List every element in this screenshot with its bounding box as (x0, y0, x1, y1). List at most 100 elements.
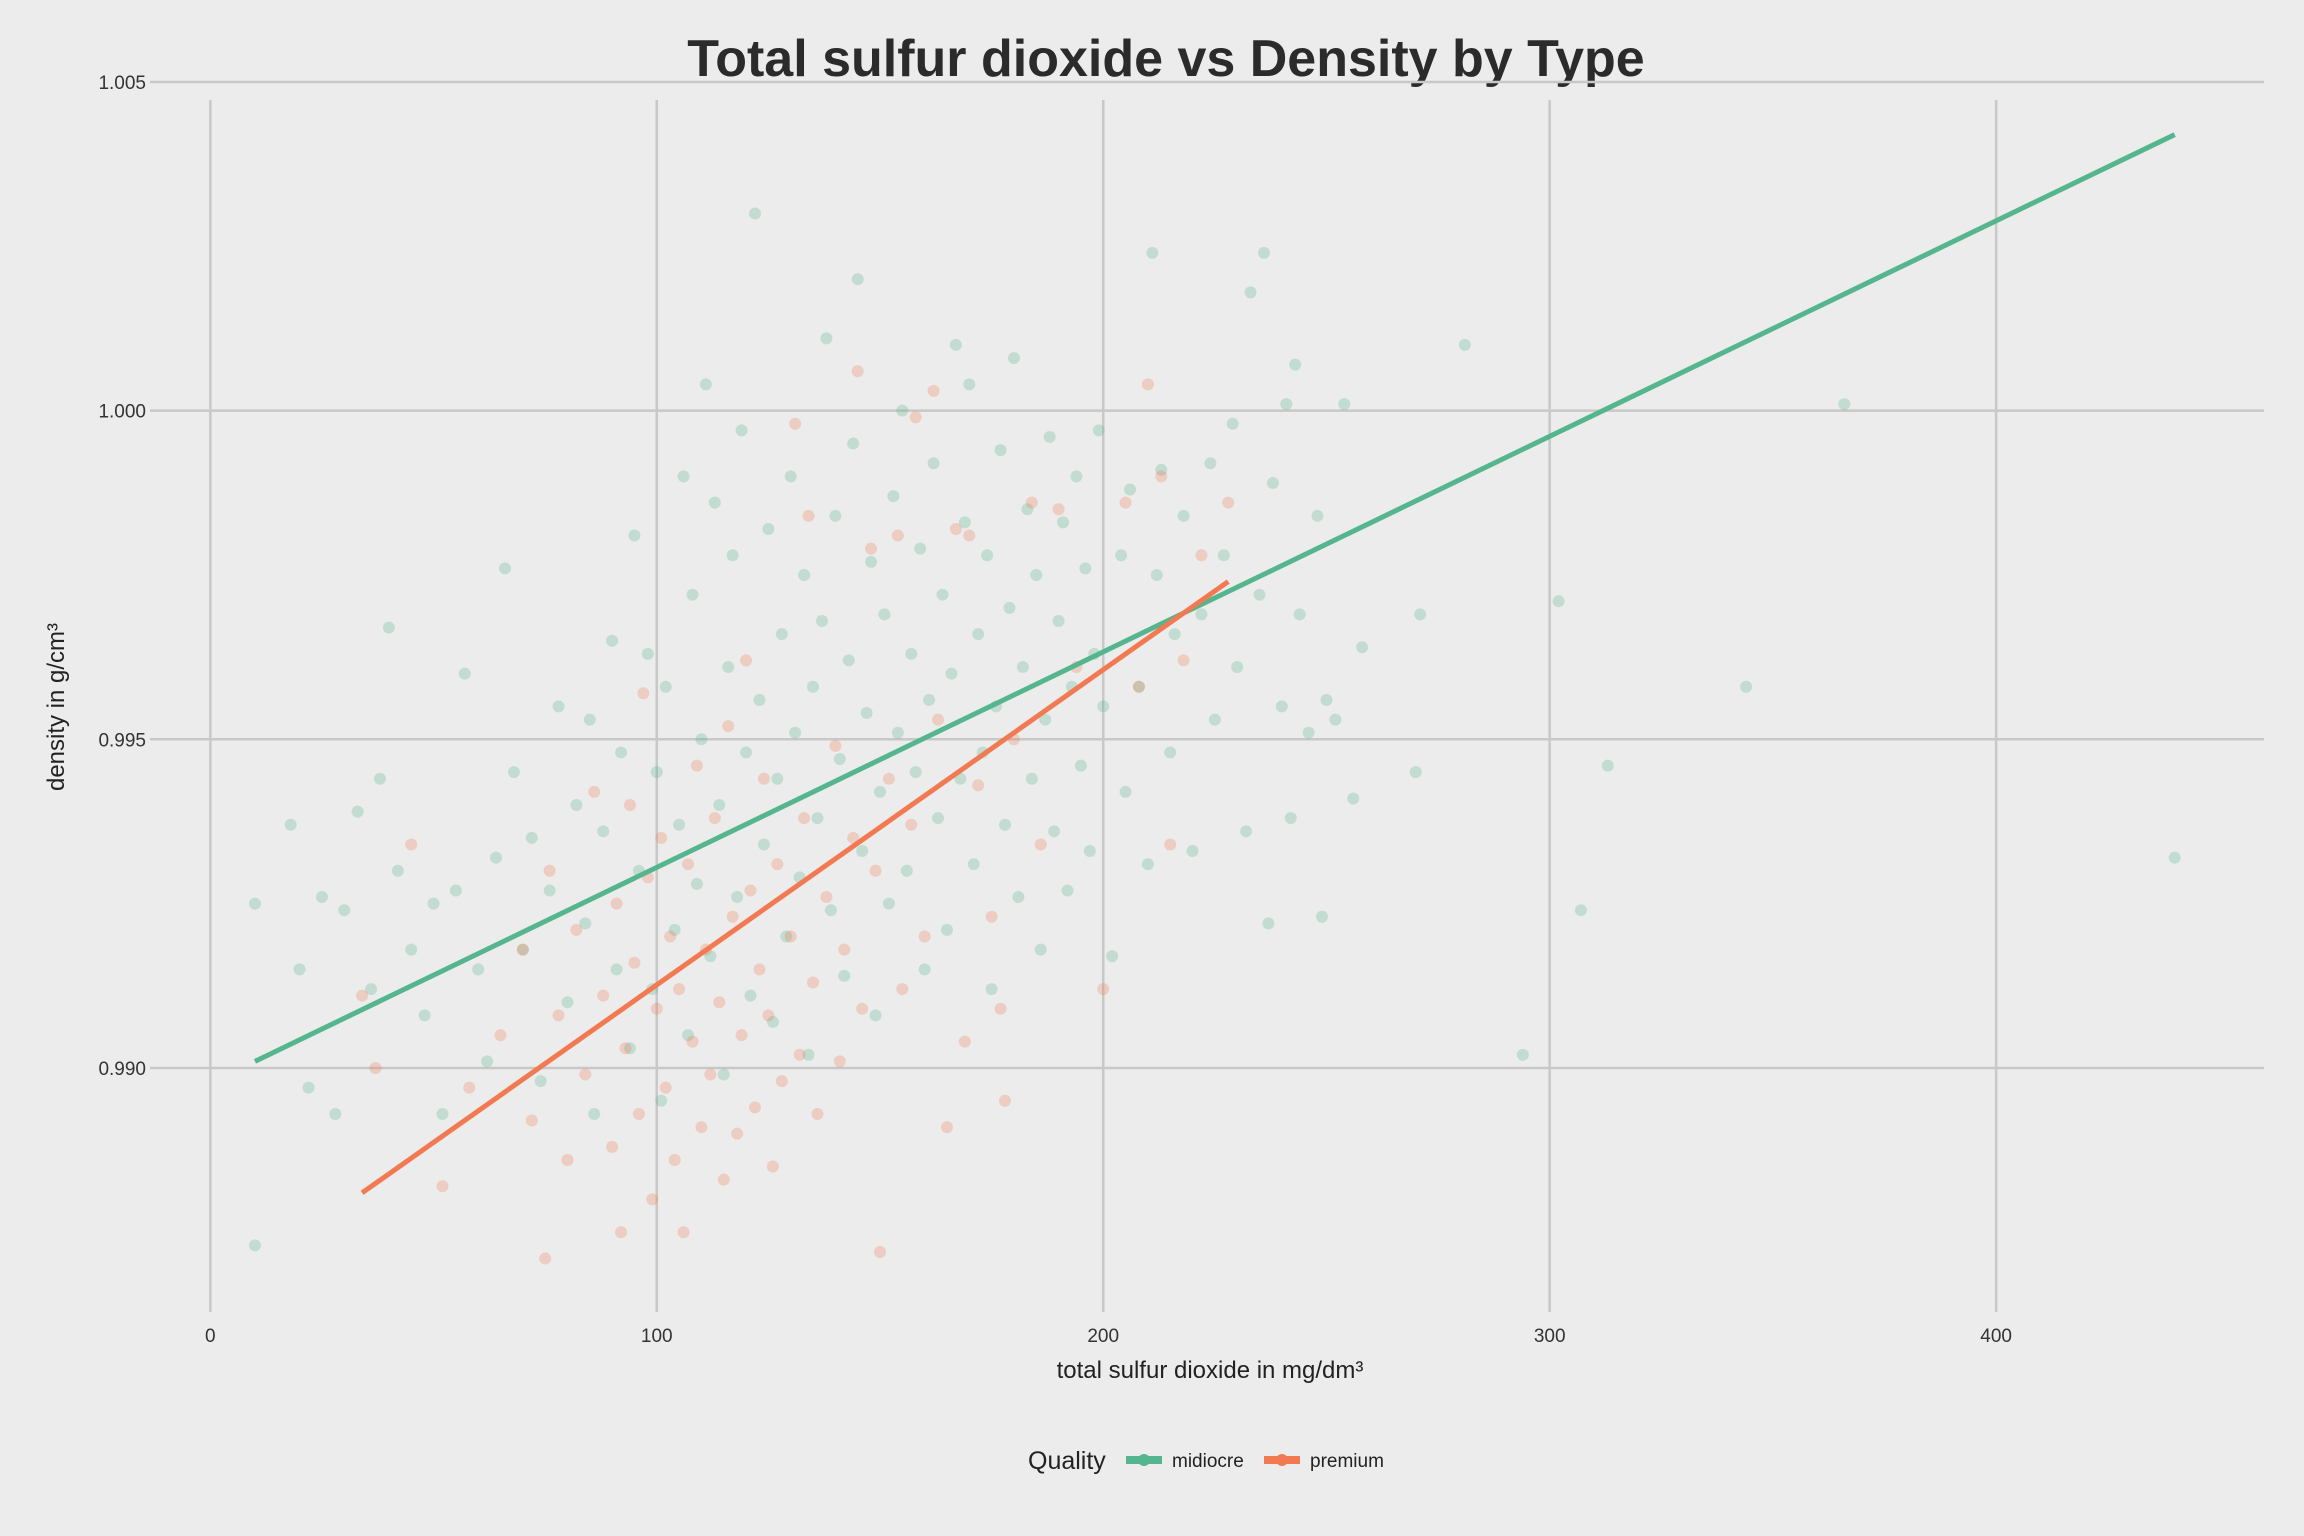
data-point-midiocre (1186, 845, 1199, 858)
data-point-midiocre (909, 766, 922, 779)
data-point-midiocre (713, 799, 726, 812)
grid (150, 80, 2264, 1312)
data-point-midiocre (1025, 772, 1038, 785)
trend-line-midiocre (253, 132, 2176, 1064)
data-point-midiocre (1164, 746, 1177, 759)
data-point-midiocre (534, 1075, 547, 1088)
data-point-midiocre (552, 700, 565, 713)
data-point-midiocre (427, 897, 440, 910)
chart-title: Total sulfur dioxide vs Density by Type (687, 30, 1644, 88)
data-point-premium (847, 831, 860, 844)
data-point-premium (543, 864, 556, 877)
data-point-premium (771, 858, 784, 871)
data-point-midiocre (1043, 430, 1056, 443)
data-point-midiocre (248, 1239, 261, 1252)
data-point-midiocre (1574, 904, 1587, 917)
data-point-premium (896, 983, 909, 996)
data-point-premium (807, 976, 820, 989)
data-point-midiocre (740, 746, 753, 759)
data-point-midiocre (1740, 680, 1753, 693)
data-point-midiocre (708, 496, 721, 509)
data-point-midiocre (655, 1094, 668, 1107)
data-point-midiocre (789, 726, 802, 739)
data-point-premium (775, 1075, 788, 1088)
x-tick-label: 0 (205, 1326, 216, 1347)
data-point-midiocre (940, 923, 953, 936)
data-point-premium (655, 831, 668, 844)
data-point-premium (673, 983, 686, 996)
data-point-midiocre (936, 588, 949, 601)
data-point-premium (963, 529, 976, 542)
data-point-midiocre (1262, 917, 1275, 930)
data-point-midiocre (999, 818, 1012, 831)
x-tick-label: 400 (1980, 1326, 2012, 1347)
data-point-midiocre (820, 332, 833, 345)
data-point-premium (798, 812, 811, 825)
data-point-premium (623, 799, 636, 812)
data-point-midiocre (543, 884, 556, 897)
data-point-midiocre (668, 923, 681, 936)
data-point-midiocre (1057, 516, 1070, 529)
data-point-midiocre (748, 207, 761, 220)
data-point-midiocre (1315, 910, 1328, 923)
data-point-premium (695, 1121, 708, 1134)
data-point-premium (869, 864, 882, 877)
data-point-premium (789, 417, 802, 430)
data-point-midiocre (1007, 352, 1020, 365)
data-point-premium (610, 897, 623, 910)
data-point-midiocre (802, 1048, 815, 1061)
data-point-premium (891, 529, 904, 542)
data-point-premium (784, 930, 797, 943)
data-point-midiocre (842, 654, 855, 667)
data-point-premium (726, 910, 739, 923)
data-point-midiocre (704, 950, 717, 963)
data-point-midiocre (985, 983, 998, 996)
data-point-midiocre (851, 273, 864, 286)
legend-label-premium: premium (1310, 1451, 1384, 1472)
legend-item-premium: premium (1264, 1451, 1384, 1472)
legend-dot-midiocre (1138, 1454, 1150, 1466)
data-point-midiocre (1347, 792, 1360, 805)
y-tick-label: 1.000 (98, 402, 146, 423)
data-point-midiocre (1217, 549, 1230, 562)
trend-lines (253, 132, 2176, 1195)
data-point-midiocre (1240, 825, 1253, 838)
data-point-midiocre (1168, 628, 1181, 641)
data-point-midiocre (829, 509, 842, 522)
data-point-midiocre (329, 1107, 342, 1120)
data-point-premium (597, 989, 610, 1002)
data-point-premium (539, 1252, 552, 1265)
data-point-midiocre (914, 542, 927, 555)
data-point-midiocre (865, 555, 878, 568)
data-point-midiocre (1097, 700, 1110, 713)
data-point-premium (731, 1127, 744, 1140)
series-premium-points (356, 365, 1235, 1265)
data-point-midiocre (641, 647, 654, 660)
data-point-premium (436, 1180, 449, 1193)
data-point-midiocre (815, 614, 828, 627)
data-point-premium (1052, 503, 1065, 516)
data-point-midiocre (981, 549, 994, 562)
data-point-midiocre (507, 766, 520, 779)
legend-label-midiocre: midiocre (1172, 1451, 1244, 1472)
data-point-premium (632, 1107, 645, 1120)
y-axis-label: density in g/cm³ (43, 623, 70, 791)
data-point-midiocre (472, 963, 485, 976)
data-point-premium (999, 1094, 1012, 1107)
series-midiocre-points (248, 207, 2181, 1252)
data-point-midiocre (775, 628, 788, 641)
data-point-midiocre (1284, 812, 1297, 825)
data-point-midiocre (1132, 680, 1145, 693)
data-point-midiocre (891, 726, 904, 739)
data-point-premium (1097, 983, 1110, 996)
y-tick-label: 0.990 (98, 1059, 146, 1080)
data-point-midiocre (833, 753, 846, 766)
data-point-premium (1222, 496, 1235, 509)
data-point-premium (619, 1042, 632, 1055)
data-point-premium (708, 812, 721, 825)
data-point-midiocre (905, 647, 918, 660)
data-point-midiocre (1177, 509, 1190, 522)
data-point-midiocre (784, 470, 797, 483)
data-point-midiocre (1070, 470, 1083, 483)
